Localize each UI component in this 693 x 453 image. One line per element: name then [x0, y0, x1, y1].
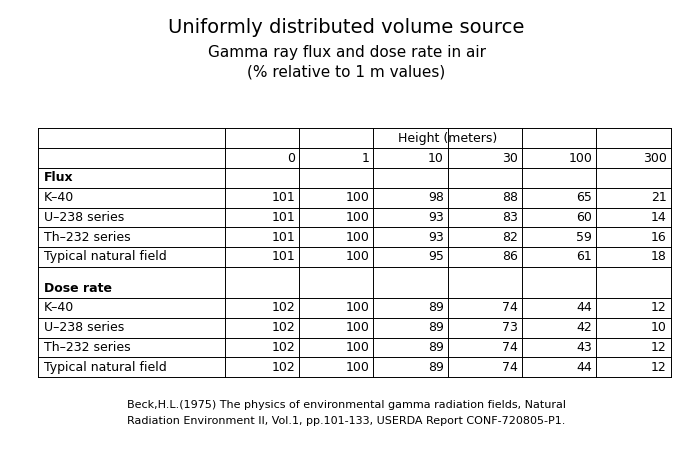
Text: 100: 100 — [345, 301, 369, 314]
Text: 43: 43 — [577, 341, 593, 354]
Text: 101: 101 — [271, 250, 295, 263]
Text: 300: 300 — [643, 152, 667, 165]
Text: Typical natural field: Typical natural field — [44, 250, 166, 263]
Text: (% relative to 1 m values): (% relative to 1 m values) — [247, 64, 446, 79]
Text: U–238 series: U–238 series — [44, 321, 124, 334]
Text: Radiation Environment II, Vol.1, pp.101-133, USERDA Report CONF-720805-P1.: Radiation Environment II, Vol.1, pp.101-… — [128, 416, 565, 426]
Text: 10: 10 — [651, 321, 667, 334]
Text: 86: 86 — [502, 250, 518, 263]
Text: 61: 61 — [577, 250, 593, 263]
Text: 102: 102 — [271, 321, 295, 334]
Text: Beck,H.L.(1975) The physics of environmental gamma radiation fields, Natural: Beck,H.L.(1975) The physics of environme… — [127, 400, 566, 410]
Text: 21: 21 — [651, 191, 667, 204]
Text: 89: 89 — [428, 301, 444, 314]
Text: 44: 44 — [577, 301, 593, 314]
Text: K–40: K–40 — [44, 301, 74, 314]
Text: 93: 93 — [428, 231, 444, 244]
Text: 100: 100 — [345, 321, 369, 334]
Text: 82: 82 — [502, 231, 518, 244]
Text: Typical natural field: Typical natural field — [44, 361, 166, 374]
Text: Gamma ray flux and dose rate in air: Gamma ray flux and dose rate in air — [207, 45, 486, 60]
Text: 102: 102 — [271, 361, 295, 374]
Text: 102: 102 — [271, 341, 295, 354]
Text: 101: 101 — [271, 231, 295, 244]
Text: 74: 74 — [502, 341, 518, 354]
Text: 89: 89 — [428, 361, 444, 374]
Text: 98: 98 — [428, 191, 444, 204]
Text: 59: 59 — [577, 231, 593, 244]
Text: 89: 89 — [428, 341, 444, 354]
Text: 93: 93 — [428, 211, 444, 224]
Text: Height (meters): Height (meters) — [398, 131, 498, 145]
Text: 12: 12 — [651, 361, 667, 374]
Text: 83: 83 — [502, 211, 518, 224]
Text: 12: 12 — [651, 341, 667, 354]
Text: 0: 0 — [287, 152, 295, 165]
Text: 100: 100 — [345, 250, 369, 263]
Text: 44: 44 — [577, 361, 593, 374]
Text: 88: 88 — [502, 191, 518, 204]
Text: 65: 65 — [577, 191, 593, 204]
Text: Uniformly distributed volume source: Uniformly distributed volume source — [168, 18, 525, 37]
Text: Flux: Flux — [44, 172, 73, 184]
Text: 100: 100 — [568, 152, 593, 165]
Text: 89: 89 — [428, 321, 444, 334]
Text: 16: 16 — [651, 231, 667, 244]
Text: 100: 100 — [345, 341, 369, 354]
Text: 101: 101 — [271, 191, 295, 204]
Text: 1: 1 — [362, 152, 369, 165]
Text: 100: 100 — [345, 191, 369, 204]
Text: 42: 42 — [577, 321, 593, 334]
Text: 12: 12 — [651, 301, 667, 314]
Text: 60: 60 — [577, 211, 593, 224]
Text: Th–232 series: Th–232 series — [44, 341, 130, 354]
Text: 73: 73 — [502, 321, 518, 334]
Text: U–238 series: U–238 series — [44, 211, 124, 224]
Text: 14: 14 — [651, 211, 667, 224]
Text: 100: 100 — [345, 361, 369, 374]
Text: 18: 18 — [651, 250, 667, 263]
Text: 102: 102 — [271, 301, 295, 314]
Text: 101: 101 — [271, 211, 295, 224]
Text: Th–232 series: Th–232 series — [44, 231, 130, 244]
Text: 10: 10 — [428, 152, 444, 165]
Text: 74: 74 — [502, 301, 518, 314]
Text: 30: 30 — [502, 152, 518, 165]
Text: K–40: K–40 — [44, 191, 74, 204]
Text: 100: 100 — [345, 231, 369, 244]
Text: 95: 95 — [428, 250, 444, 263]
Text: 100: 100 — [345, 211, 369, 224]
Text: Dose rate: Dose rate — [44, 282, 112, 295]
Text: 74: 74 — [502, 361, 518, 374]
